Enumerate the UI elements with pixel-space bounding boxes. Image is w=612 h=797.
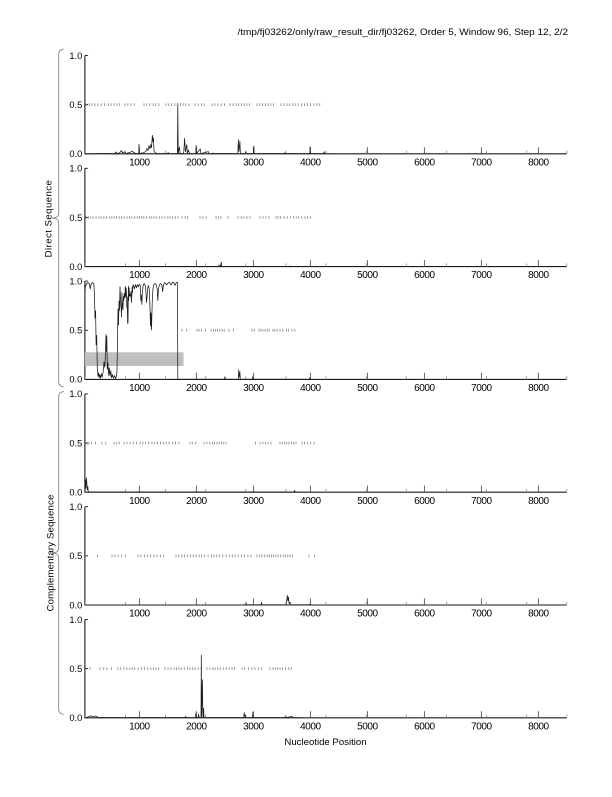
svg-text:8000: 8000 [528,496,549,507]
svg-text:0.0: 0.0 [69,488,82,498]
svg-text:2000: 2000 [186,496,207,507]
svg-text:6000: 6000 [414,721,435,732]
svg-text:Nucleotide Position: Nucleotide Position [284,737,366,748]
svg-text:4000: 4000 [300,496,321,507]
svg-text:4000: 4000 [300,383,321,394]
svg-text:0.5: 0.5 [69,551,82,561]
svg-text:0.5: 0.5 [69,664,82,674]
svg-text:0.0: 0.0 [69,375,82,385]
svg-text:5000: 5000 [357,270,378,281]
svg-text:0.0: 0.0 [69,713,82,723]
svg-text:0.0: 0.0 [69,600,82,610]
svg-text:8000: 8000 [528,721,549,732]
svg-text:1.0: 1.0 [69,276,82,286]
svg-text:8000: 8000 [528,270,549,281]
svg-text:1000: 1000 [129,496,150,507]
svg-text:3000: 3000 [243,383,264,394]
svg-text:8000: 8000 [528,383,549,394]
svg-text:6000: 6000 [414,496,435,507]
svg-text:6000: 6000 [414,270,435,281]
svg-text:2000: 2000 [186,383,207,394]
svg-text:1.0: 1.0 [69,389,82,399]
svg-text:4000: 4000 [300,157,321,168]
svg-text:7000: 7000 [471,270,492,281]
svg-text:1000: 1000 [129,270,150,281]
svg-text:1.0: 1.0 [69,615,82,625]
svg-text:/tmp/fj03262/only/raw_result_d: /tmp/fj03262/only/raw_result_dir/fj03262… [238,27,569,37]
svg-text:0.5: 0.5 [69,100,82,110]
svg-text:2000: 2000 [186,157,207,168]
svg-text:7000: 7000 [471,157,492,168]
svg-text:1000: 1000 [129,609,150,620]
svg-text:5000: 5000 [357,609,378,620]
svg-text:0.0: 0.0 [69,262,82,272]
svg-text:4000: 4000 [300,270,321,281]
svg-text:6000: 6000 [414,609,435,620]
svg-text:0.5: 0.5 [69,326,82,336]
svg-text:2000: 2000 [186,721,207,732]
svg-text:3000: 3000 [243,496,264,507]
svg-text:4000: 4000 [300,721,321,732]
svg-text:1000: 1000 [129,383,150,394]
svg-text:8000: 8000 [528,609,549,620]
svg-text:0.5: 0.5 [69,213,82,223]
svg-text:5000: 5000 [357,721,378,732]
svg-text:7000: 7000 [471,496,492,507]
svg-text:1.0: 1.0 [69,502,82,512]
svg-text:2000: 2000 [186,609,207,620]
svg-text:3000: 3000 [243,609,264,620]
svg-text:7000: 7000 [471,609,492,620]
svg-text:7000: 7000 [471,721,492,732]
svg-text:5000: 5000 [357,383,378,394]
svg-text:3000: 3000 [243,157,264,168]
svg-text:0.0: 0.0 [69,149,82,159]
svg-text:5000: 5000 [357,496,378,507]
svg-text:6000: 6000 [414,157,435,168]
svg-text:1000: 1000 [129,157,150,168]
svg-text:4000: 4000 [300,609,321,620]
svg-text:7000: 7000 [471,383,492,394]
svg-text:5000: 5000 [357,157,378,168]
svg-text:Complementary Sequence: Complementary Sequence [45,495,56,612]
svg-text:3000: 3000 [243,270,264,281]
svg-text:2000: 2000 [186,270,207,281]
svg-text:Direct Sequence: Direct Sequence [43,180,54,258]
svg-text:3000: 3000 [243,721,264,732]
svg-text:0.5: 0.5 [69,438,82,448]
svg-text:1000: 1000 [129,721,150,732]
svg-text:1.0: 1.0 [69,51,82,61]
svg-text:8000: 8000 [528,157,549,168]
svg-text:6000: 6000 [414,383,435,394]
svg-text:1.0: 1.0 [69,164,82,174]
